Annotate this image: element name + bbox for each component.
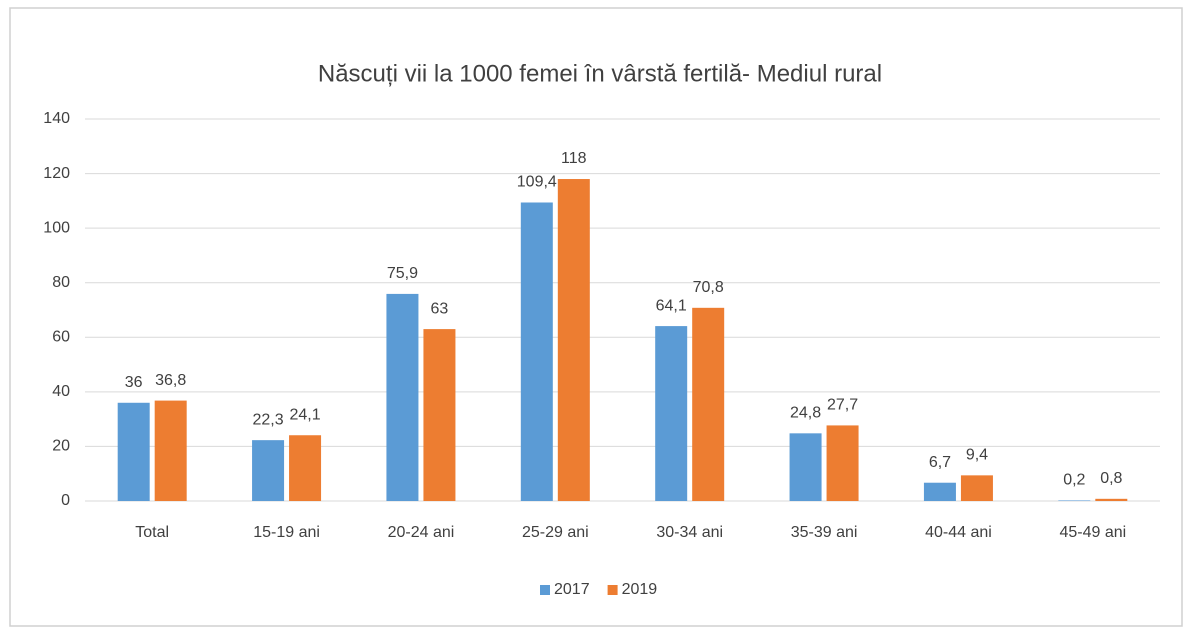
- bar: [117, 402, 150, 501]
- x-tick-label: 35-39 ani: [791, 524, 858, 541]
- y-tick-label: 20: [52, 438, 70, 455]
- data-label: 27,7: [827, 397, 858, 414]
- x-tick-label: 25-29 ani: [522, 524, 589, 541]
- x-tick-label: 40-44 ani: [925, 524, 992, 541]
- data-label: 22,3: [252, 411, 283, 428]
- y-tick-label: 80: [52, 274, 70, 291]
- data-label: 63: [431, 300, 449, 317]
- bar: [154, 400, 187, 501]
- data-label: 36: [125, 374, 143, 391]
- x-tick-label: 30-34 ani: [656, 524, 723, 541]
- y-tick-label: 100: [43, 219, 70, 236]
- y-tick-label: 0: [61, 492, 70, 509]
- data-label: 9,4: [966, 447, 988, 464]
- data-label: 24,8: [790, 405, 821, 422]
- data-label: 64,1: [656, 297, 687, 314]
- y-tick-label: 140: [43, 110, 70, 127]
- bar: [960, 475, 993, 501]
- bar: [386, 293, 419, 501]
- y-tick-label: 40: [52, 383, 70, 400]
- data-label: 75,9: [387, 265, 418, 282]
- bar: [423, 329, 456, 501]
- x-tick-label: 15-19 ani: [253, 524, 320, 541]
- x-tick-label: Total: [135, 524, 169, 541]
- bar: [692, 307, 725, 501]
- chart-frame: [9, 7, 1183, 627]
- legend-label: 2017: [554, 581, 590, 598]
- bar: [1095, 498, 1128, 501]
- y-tick-label: 120: [43, 165, 70, 182]
- data-label: 70,8: [693, 279, 724, 296]
- bar: [1058, 500, 1091, 501]
- legend-label: 2019: [622, 581, 658, 598]
- chart-title: Născuți vii la 1000 femei în vârstă fert…: [318, 60, 882, 87]
- legend-swatch: [607, 585, 618, 595]
- data-label: 109,4: [517, 174, 557, 191]
- data-label: 0,8: [1100, 470, 1122, 487]
- x-tick-label: 45-49 ani: [1059, 524, 1126, 541]
- bar: [923, 482, 956, 501]
- bar: [557, 179, 590, 501]
- y-tick-label: 60: [52, 329, 70, 346]
- bar: [520, 202, 553, 501]
- data-label: 36,8: [155, 372, 186, 389]
- x-tick-label: 20-24 ani: [388, 524, 455, 541]
- bar: [252, 440, 285, 501]
- bar: [789, 433, 822, 501]
- data-label: 0,2: [1063, 472, 1085, 489]
- bar: [655, 326, 688, 501]
- data-label: 6,7: [929, 454, 951, 471]
- bar: [289, 435, 322, 501]
- bar: [826, 425, 859, 501]
- data-label: 118: [561, 150, 587, 167]
- data-label: 24,1: [289, 406, 320, 423]
- legend-swatch: [540, 585, 550, 595]
